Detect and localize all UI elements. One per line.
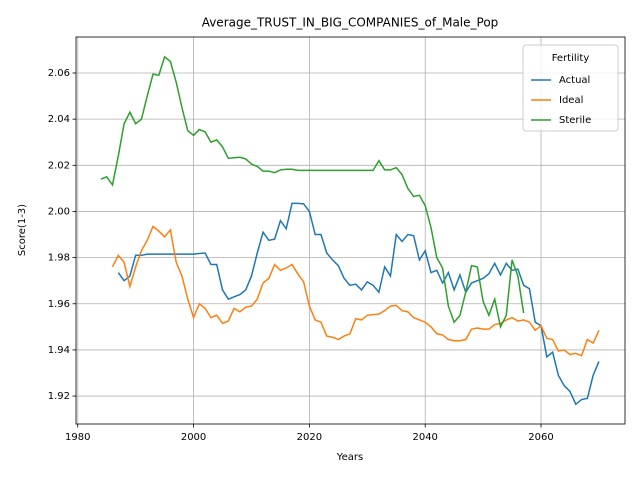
x-tick-label: 2000: [181, 432, 206, 443]
x-tick-label: 2020: [297, 432, 322, 443]
y-tick-label: 1.92: [48, 391, 70, 402]
y-tick-label: 2.04: [48, 114, 70, 125]
legend-box: [522, 44, 619, 132]
line-series: [100, 55, 525, 330]
y-tick-label: 1.98: [48, 253, 70, 264]
y-tick-label: 2.02: [48, 160, 70, 171]
y-tick-label: 2.06: [48, 68, 70, 79]
y-tick-label: 1.94: [48, 345, 70, 356]
legend-label: Sterile: [559, 115, 591, 126]
line-series: [111, 225, 600, 357]
y-tick-label: 1.96: [48, 299, 70, 310]
plot-frame: [75, 36, 626, 425]
x-tick-label: 1980: [65, 432, 90, 443]
line-series: [117, 202, 600, 406]
x-axis-label: Years: [336, 452, 363, 463]
y-axis-label: Score(1-3): [17, 204, 28, 256]
x-tick-label: 2040: [412, 432, 437, 443]
chart-title: Average_TRUST_IN_BIG_COMPANIES_of_Male_P…: [202, 16, 499, 30]
y-tick-label: 2.00: [48, 206, 70, 217]
legend-label: Actual: [559, 75, 590, 86]
legend-title: Fertility: [552, 53, 590, 64]
legend-label: Ideal: [559, 95, 583, 106]
legend: Fertility Actual Ideal Sterile: [522, 44, 619, 132]
x-tick-label: 2060: [528, 432, 553, 443]
